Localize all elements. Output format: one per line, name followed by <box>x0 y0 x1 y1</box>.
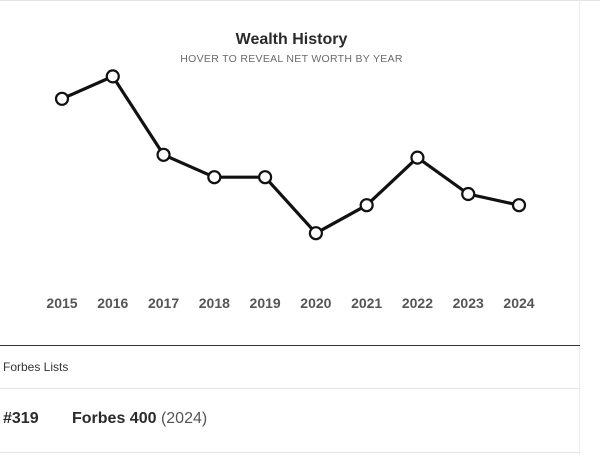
x-tick-label-2017: 2017 <box>148 295 179 311</box>
list-title[interactable]: Forbes 400 (2024) <box>72 410 207 428</box>
data-point-2016[interactable] <box>107 70 119 82</box>
list-year: (2024) <box>161 410 207 427</box>
x-tick-label-2019: 2019 <box>250 295 281 311</box>
x-tick-label-2015: 2015 <box>46 295 77 311</box>
list-name-text: Forbes 400 <box>72 410 156 427</box>
x-axis-labels: 2015 2016 2017 2018 2019 2020 2021 2022 2023 2024 <box>46 295 534 311</box>
x-tick-label-2021: 2021 <box>351 295 382 311</box>
data-point-2015[interactable] <box>56 93 68 105</box>
data-point-2021[interactable] <box>361 199 373 211</box>
data-point-2018[interactable] <box>208 171 220 183</box>
x-tick-label-2022: 2022 <box>402 295 433 311</box>
x-tick-label-2016: 2016 <box>97 295 128 311</box>
x-tick-label-2024: 2024 <box>503 295 534 311</box>
list-divider <box>0 388 580 389</box>
data-point-2017[interactable] <box>158 149 170 161</box>
wealth-line <box>62 76 519 233</box>
forbes-list-row[interactable]: #319 Forbes 400 (2024) <box>0 410 580 434</box>
x-tick-label-2018: 2018 <box>199 295 230 311</box>
data-point-2019[interactable] <box>259 171 271 183</box>
wealth-history-chart: 2015 2016 2017 2018 2019 2020 2021 2022 2023 2024 <box>0 0 583 330</box>
data-point-2024[interactable] <box>513 199 525 211</box>
section-divider <box>0 345 580 346</box>
x-tick-label-2020: 2020 <box>300 295 331 311</box>
data-point-2022[interactable] <box>411 152 423 164</box>
data-point-2020[interactable] <box>310 227 322 239</box>
bottom-divider <box>0 452 580 453</box>
forbes-lists-heading: Forbes Lists <box>3 360 68 374</box>
list-rank: #319 <box>3 410 39 428</box>
data-point-2023[interactable] <box>462 188 474 200</box>
x-tick-label-2023: 2023 <box>453 295 484 311</box>
